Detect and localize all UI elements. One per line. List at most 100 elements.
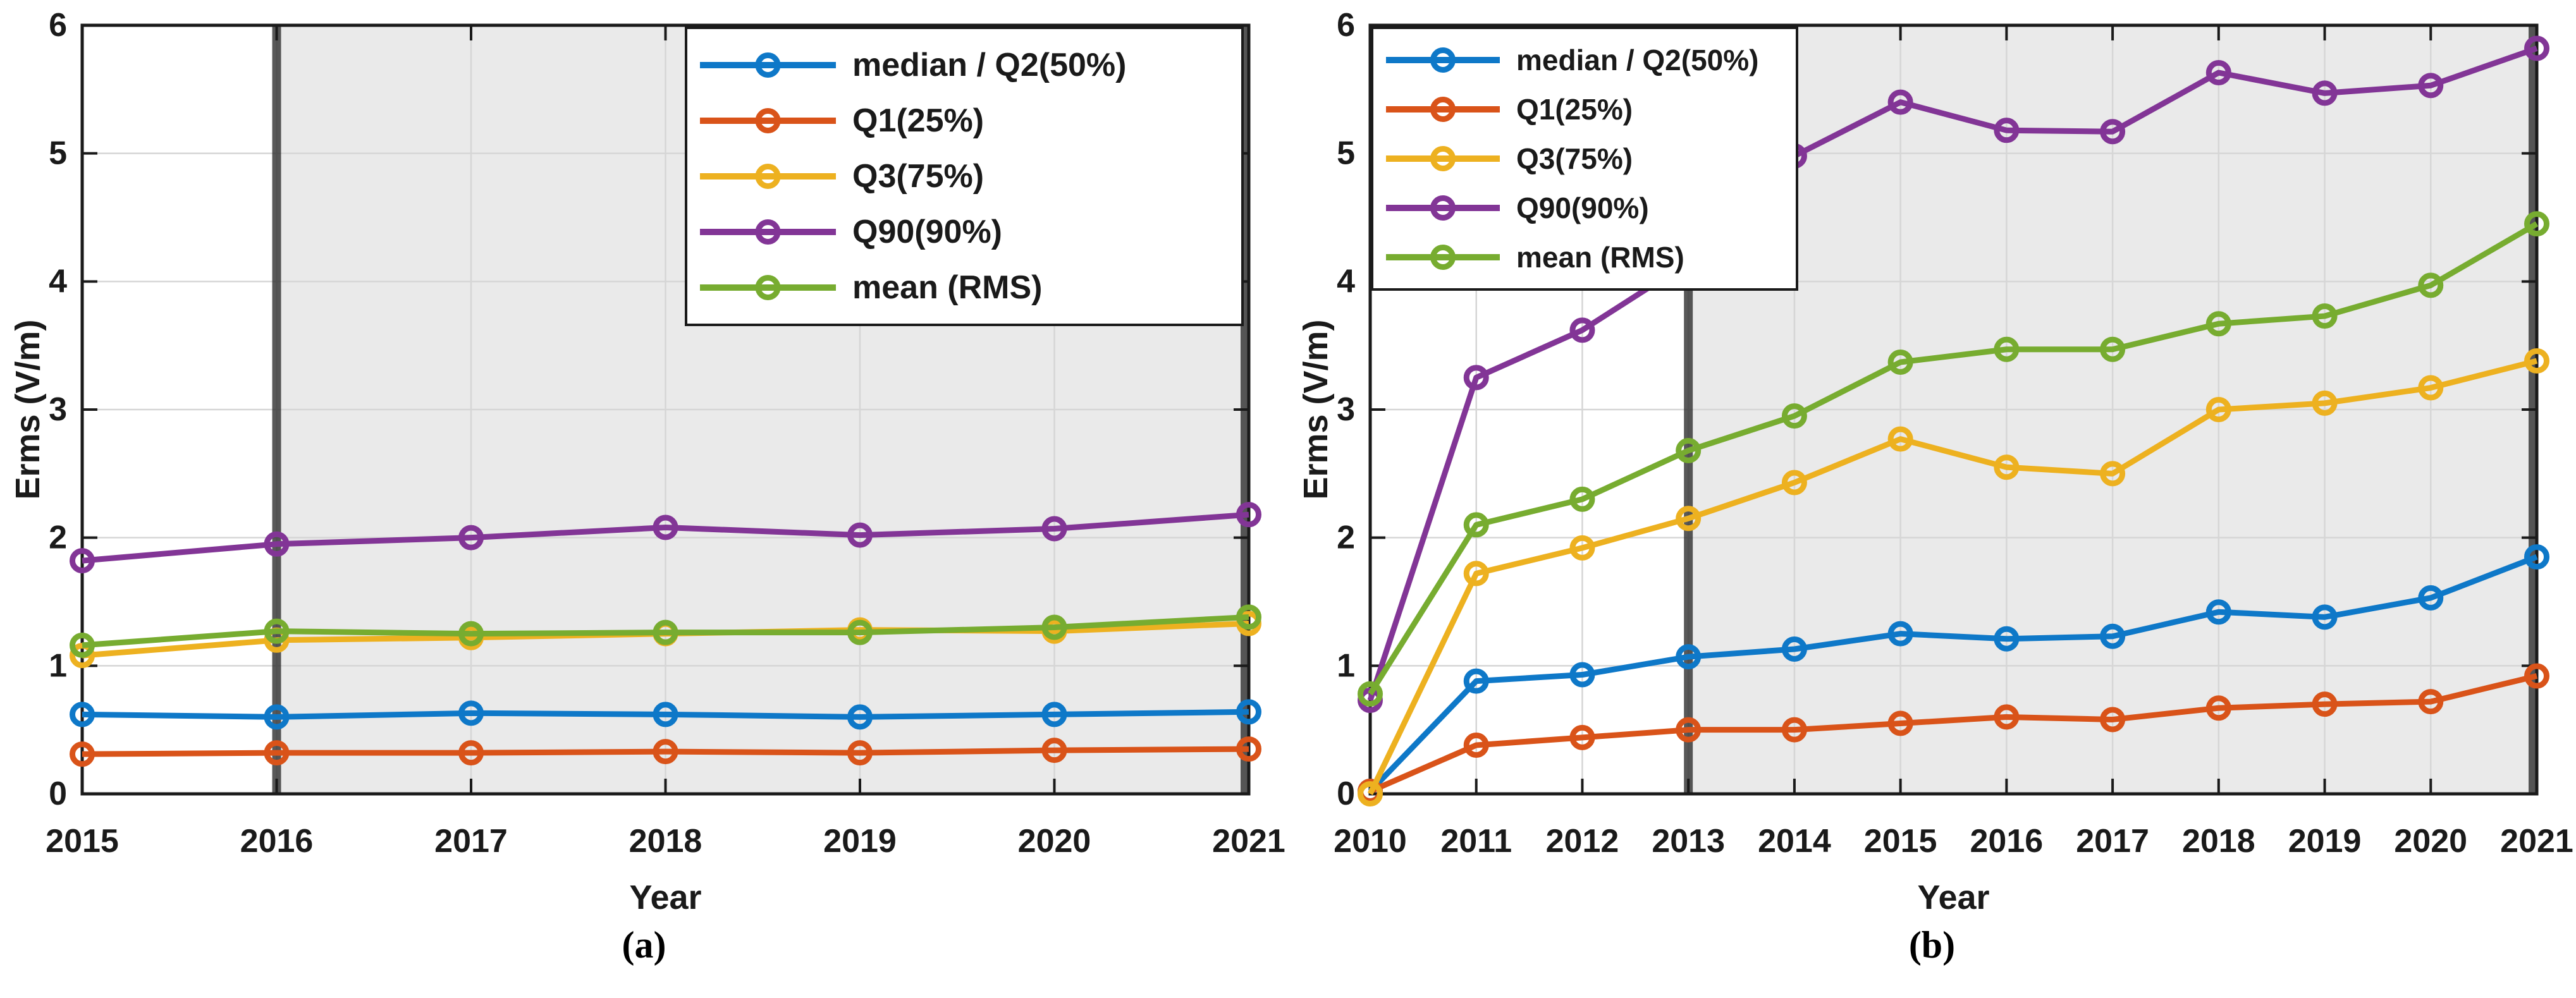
y-tick-label: 3 [49, 391, 67, 428]
legend-marker [1430, 245, 1456, 270]
legend-label: Q3(75%) [1516, 142, 1633, 175]
legend-marker [1430, 47, 1456, 73]
data-point-marker [1041, 614, 1067, 640]
data-point-marker [1041, 738, 1067, 764]
data-point-marker [1463, 512, 1489, 538]
data-point-marker [2100, 336, 2126, 362]
series-line [82, 709, 1249, 720]
x-tick-label: 2017 [434, 823, 508, 860]
y-tick-label: 3 [1337, 391, 1355, 428]
data-point-marker [2312, 303, 2338, 329]
legend-entry: Q90(90%) [700, 214, 1002, 250]
chart-panel-a: 0 1 2 3 4 5 6 2015 2016 2017 2018 2019 2020 2021 Year E… [9, 7, 1285, 966]
x-tick-label: 2017 [2076, 823, 2149, 860]
legend-label: mean (RMS) [1516, 241, 1684, 274]
data-point-marker [1236, 604, 1261, 630]
data-point-marker [1569, 486, 1595, 512]
data-point-marker [653, 619, 678, 645]
data-point-marker [70, 741, 95, 767]
legend-label: Q1(25%) [1516, 93, 1633, 126]
data-point-marker [1676, 437, 1702, 463]
data-point-marker [1887, 710, 1913, 736]
data-point-marker [2312, 604, 2338, 630]
data-point-marker [264, 531, 290, 557]
data-point-marker [2418, 689, 2444, 715]
data-point-marker [1569, 724, 1595, 750]
data-point-marker [1994, 704, 2020, 730]
x-tick-label: 2015 [46, 823, 119, 860]
data-point-marker [1781, 636, 1807, 662]
x-tick-label: 2010 [1334, 823, 1407, 860]
data-point-marker [2205, 397, 2231, 422]
data-point-marker [70, 643, 95, 669]
x-tick-label: 2021 [2500, 823, 2573, 860]
data-point-marker [2524, 211, 2549, 237]
x-axis-label: Year [629, 879, 701, 910]
data-point-marker [70, 548, 95, 574]
series-line [82, 746, 1249, 757]
series-q1-25 [70, 736, 1261, 767]
data-point-marker [2312, 390, 2338, 416]
data-point-marker [653, 739, 678, 765]
data-point-marker [70, 702, 95, 727]
x-tick-label: 2018 [2182, 823, 2255, 860]
data-point-marker [1887, 350, 1913, 375]
y-tick-label: 5 [49, 135, 67, 172]
y-axis-label: Erms (V/m) [9, 319, 47, 499]
chart-panel-b: 0 1 2 3 4 5 6 2010 2011 2012 2013 2014 2015 2016 2017 2… [1288, 0, 2576, 998]
data-point-marker [2524, 348, 2549, 374]
x-tick-label: 2011 [1440, 823, 1512, 860]
data-point-marker [70, 632, 95, 658]
data-point-marker [1887, 426, 1913, 452]
legend-label: Q3(75%) [852, 158, 984, 195]
data-point-marker [2524, 544, 2549, 570]
legend-entry: Q1(25%) [700, 102, 984, 139]
legend-entry: Q3(75%) [700, 158, 984, 195]
data-point-marker [1236, 736, 1261, 762]
legend-marker [1430, 146, 1456, 171]
data-point-marker [653, 514, 678, 540]
x-tick-label: 2013 [1652, 823, 1725, 860]
series-line [82, 511, 1249, 564]
data-point-marker [2100, 119, 2126, 145]
legend-label: Q1(25%) [852, 102, 984, 139]
data-point-marker [1994, 118, 2020, 143]
data-point-marker [458, 621, 484, 647]
series-mean-rms [1358, 211, 2549, 707]
data-point-marker [2205, 311, 2231, 337]
legend-marker [755, 275, 781, 300]
data-point-marker [2100, 707, 2126, 733]
x-tick-label: 2020 [2394, 823, 2467, 860]
data-point-marker [2205, 59, 2231, 85]
data-point-marker [847, 704, 873, 730]
data-point-marker [1463, 365, 1489, 391]
data-point-marker [2205, 599, 2231, 625]
data-point-marker [1569, 662, 1595, 688]
data-point-marker [1994, 336, 2020, 362]
y-tick-label: 0 [49, 776, 67, 812]
y-tick-label: 0 [1337, 776, 1355, 812]
series-median-q2-50 [70, 699, 1261, 730]
y-tick-label: 6 [49, 7, 67, 44]
legend-entry: median / Q2(50%) [700, 47, 1126, 83]
legend-label: median / Q2(50%) [1516, 44, 1758, 76]
data-point-marker [2524, 663, 2549, 689]
data-point-marker [1463, 668, 1489, 694]
data-point-marker [458, 525, 484, 551]
data-point-marker [458, 700, 484, 726]
legend-entry: median / Q2(50%) [1386, 44, 1758, 76]
y-axis-label: Erms (V/m) [1297, 319, 1335, 499]
series-line [1369, 673, 2538, 794]
data-point-marker [1236, 502, 1261, 528]
data-point-marker [2418, 272, 2444, 298]
data-point-marker [2205, 695, 2231, 721]
legend-label: median / Q2(50%) [852, 47, 1126, 83]
y-tick-label: 4 [1337, 263, 1355, 300]
y-tick-label: 1 [49, 647, 67, 684]
legend: median / Q2(50%) Q1(25%) Q3(75%) Q90(90%) me… [1371, 27, 1798, 291]
legend-entry: mean (RMS) [700, 269, 1042, 306]
legend: median / Q2(50%) Q1(25%) Q3(75%) Q90(90%) me… [685, 27, 1244, 326]
data-point-marker [1569, 317, 1595, 343]
legend-label: mean (RMS) [852, 269, 1042, 306]
